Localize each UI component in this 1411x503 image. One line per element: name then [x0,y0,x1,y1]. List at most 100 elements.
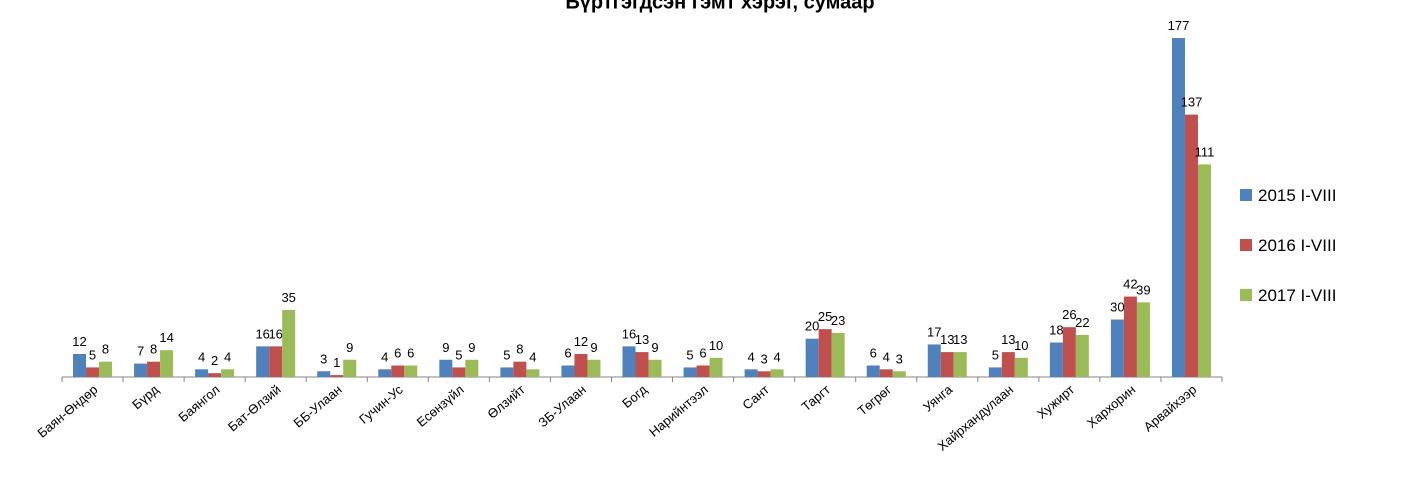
bar [818,329,832,377]
bar [378,369,392,377]
x-tick-label: ЗБ-Улаан [535,382,589,430]
bar [99,361,113,377]
data-label: 8 [150,342,157,357]
data-label: 16 [268,326,282,341]
bar [561,365,575,377]
bar [134,363,148,377]
data-label: 3 [760,351,767,366]
data-label: 23 [831,313,845,328]
data-label: 5 [992,347,999,362]
data-label: 18 [1049,323,1063,338]
data-label: 1 [333,355,340,370]
data-label: 9 [468,340,475,355]
data-label: 9 [651,340,658,355]
data-label: 4 [198,349,205,364]
x-tick-label: Төгрөг [855,382,895,419]
x-tick-label: Таргт [799,382,834,414]
x-tick-label: Баян-Өндөр [34,382,100,441]
bar [526,369,540,377]
bar [256,346,270,377]
bar [1184,114,1198,377]
bar [635,352,649,377]
bar [208,373,222,377]
legend-swatch [1240,289,1252,301]
data-label: 177 [1168,18,1190,33]
bar [696,365,710,377]
data-label: 7 [137,344,144,359]
data-label: 39 [1136,282,1150,297]
legend-label: 2017 I-VIII [1258,286,1336,305]
bar [317,371,331,377]
x-tick-label: ББ-Улаан [291,382,345,431]
bar [221,369,235,377]
x-tick-label: Хужирт [1034,382,1077,422]
bar [404,365,418,377]
data-label: 111 [1195,144,1215,159]
x-tick-label: Бат-Өлзий [225,382,284,435]
bar [709,357,723,377]
bar [866,365,880,377]
data-label: 10 [709,338,723,353]
x-tick-label: Хархорин [1084,382,1138,431]
data-label: 5 [89,347,96,362]
bar [1171,38,1185,377]
data-label: 6 [394,346,401,361]
data-label: 13 [635,332,649,347]
data-label: 16 [622,326,636,341]
data-label: 6 [407,346,414,361]
data-label: 12 [72,334,86,349]
data-label: 3 [896,351,903,366]
x-tick-label: Бүрд [129,382,162,413]
data-label: 3 [320,351,327,366]
legend-label: 2015 I-VIII [1258,186,1336,205]
data-label: 9 [346,340,353,355]
x-tick-label: Богд [619,382,650,411]
bar [744,369,758,377]
data-label: 13 [1001,332,1015,347]
data-label: 5 [503,347,510,362]
bar [500,367,514,377]
x-tick-label: Нарийнтээл [646,382,711,440]
data-label: 4 [747,349,754,364]
data-label: 137 [1181,95,1203,110]
bar [574,354,588,377]
bar [269,346,283,377]
x-tick-label: Гучин-Ус [356,381,406,426]
data-label: 35 [281,290,295,305]
bar [988,367,1002,377]
x-tick-label: Арвайхээр [1141,382,1200,435]
data-label: 8 [516,342,523,357]
bar [1110,319,1124,377]
data-label: 6 [699,346,706,361]
data-label: 16 [255,326,269,341]
bar [927,344,941,377]
bar [1197,164,1211,377]
bar [622,346,636,377]
data-label: 2 [211,353,218,368]
data-label: 4 [883,349,890,364]
bar [1001,352,1015,377]
data-label: 6 [564,346,571,361]
bar [757,371,771,377]
bar [805,338,819,377]
data-label: 26 [1062,307,1076,322]
data-label: 12 [574,334,588,349]
bar [160,350,174,377]
bar [892,371,906,377]
x-tick-label: Есөнзүйл [414,382,467,430]
bar [330,375,344,377]
bar [1136,302,1150,377]
bar [648,359,662,377]
bar [452,367,466,377]
bar [1123,296,1137,377]
legend-label: 2016 I-VIII [1258,236,1336,255]
bar [1075,334,1089,377]
data-label: 4 [224,349,231,364]
data-label: 6 [870,346,877,361]
legend-swatch [1240,239,1252,251]
bar [953,352,967,377]
data-label: 14 [159,330,173,345]
bar [940,352,954,377]
bar [282,309,296,377]
